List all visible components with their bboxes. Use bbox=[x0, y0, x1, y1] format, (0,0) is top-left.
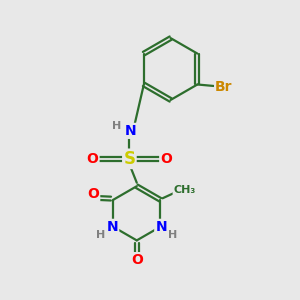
Text: N: N bbox=[155, 220, 167, 234]
Text: O: O bbox=[87, 152, 98, 166]
Text: H: H bbox=[168, 230, 177, 240]
Text: O: O bbox=[131, 253, 143, 267]
Text: CH₃: CH₃ bbox=[173, 185, 196, 195]
Text: S: S bbox=[123, 150, 135, 168]
Text: O: O bbox=[160, 152, 172, 166]
Text: Br: Br bbox=[215, 80, 232, 94]
Text: H: H bbox=[112, 121, 122, 130]
Text: N: N bbox=[106, 220, 118, 234]
Text: N: N bbox=[125, 124, 137, 138]
Text: O: O bbox=[87, 187, 99, 201]
Text: H: H bbox=[96, 230, 106, 240]
